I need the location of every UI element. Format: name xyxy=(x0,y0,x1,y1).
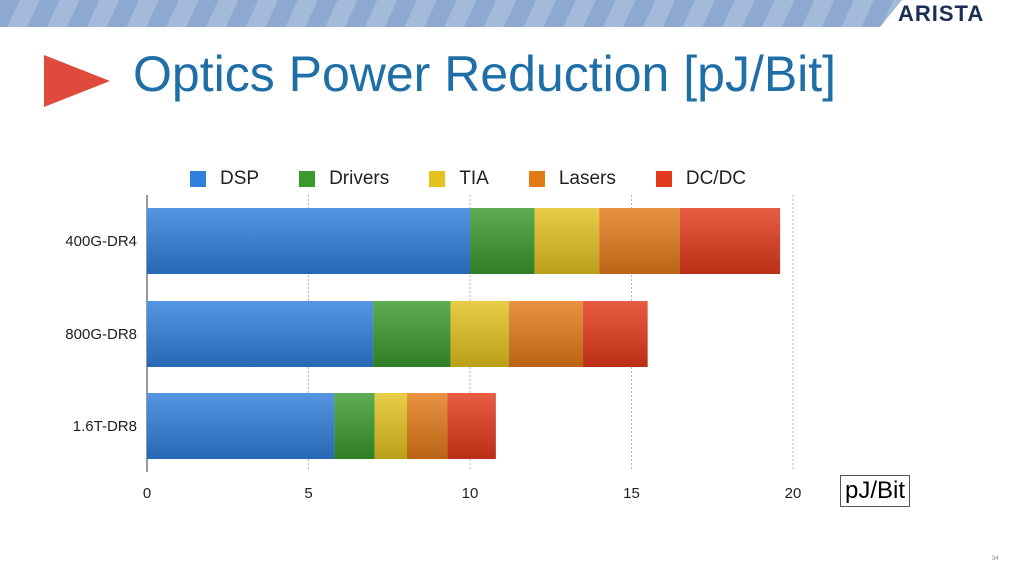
x-axis-unit-label: pJ/Bit xyxy=(840,475,911,507)
logo-notch xyxy=(880,0,1024,27)
bar-segment-shade xyxy=(450,301,509,367)
bar-segment-shade xyxy=(534,208,600,274)
x-tick-label: 0 xyxy=(143,485,151,502)
legend-swatch xyxy=(655,171,672,187)
bar-segment-shade xyxy=(583,301,648,367)
bar-segment-shade xyxy=(334,393,375,459)
bar-segment-shade xyxy=(599,208,680,274)
legend-item: Lasers xyxy=(528,168,616,190)
legend-swatch xyxy=(429,171,446,187)
legend-label: Drivers xyxy=(329,168,390,189)
bar-segment-shade xyxy=(147,393,335,459)
y-category-label: 1.6T-DR8 xyxy=(73,418,137,435)
bar-segment-shade xyxy=(147,301,374,367)
slide-title: Optics Power Reduction [pJ/Bit] xyxy=(133,46,837,102)
header-band xyxy=(0,0,1024,27)
bar-segment-shade xyxy=(407,393,448,459)
legend-label: DC/DC xyxy=(685,168,747,189)
legend-item: TIA xyxy=(429,168,489,190)
bar-segment-shade xyxy=(373,301,451,367)
x-tick-label: 5 xyxy=(304,485,312,502)
bar-segment-shade xyxy=(470,208,535,274)
page-number: 34 xyxy=(992,556,999,562)
y-category-label: 800G-DR8 xyxy=(65,326,137,343)
x-tick-label: 10 xyxy=(462,485,479,502)
legend-swatch xyxy=(190,171,206,187)
legend-swatch xyxy=(528,171,545,187)
y-category-label: 400G-DR4 xyxy=(65,233,137,250)
legend-item: DSP xyxy=(190,168,259,190)
bar-segment-shade xyxy=(374,393,408,459)
legend-item: DC/DC xyxy=(655,168,747,190)
legend-label: Lasers xyxy=(558,168,616,189)
chart-legend: DSP Drivers TIA Lasers DC/DC xyxy=(190,168,786,190)
bar-segment-shade xyxy=(147,208,470,274)
bar-segment-shade xyxy=(447,393,496,459)
bar-segment-shade xyxy=(679,208,781,274)
x-tick-label: 20 xyxy=(785,485,802,502)
legend-item: Drivers xyxy=(299,168,389,190)
legend-swatch xyxy=(299,171,316,187)
legend-label: TIA xyxy=(459,168,489,189)
bar-segment-shade xyxy=(508,301,584,367)
arrow-icon xyxy=(44,55,110,107)
x-tick-label: 15 xyxy=(623,485,640,502)
legend-label: DSP xyxy=(220,168,260,189)
arista-logo: ARISTA xyxy=(898,1,985,26)
